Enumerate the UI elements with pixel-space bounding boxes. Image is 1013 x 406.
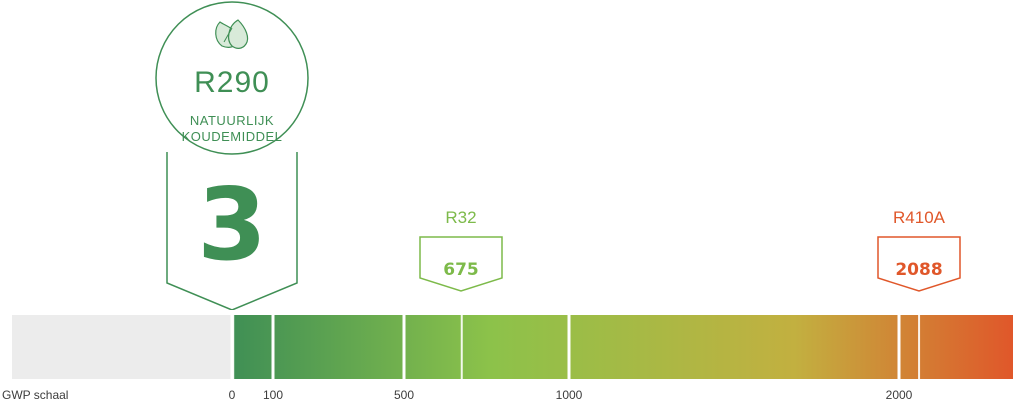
- leaf-icon: [215, 19, 249, 49]
- scale-axis-title: GWP schaal: [2, 388, 69, 402]
- r410a-title: R410A: [893, 208, 945, 227]
- r32-title: R32: [445, 208, 477, 227]
- tick-label-0: 0: [228, 388, 236, 402]
- tick-label-2000: 2000: [885, 388, 913, 402]
- scale-tick-2000: [897, 315, 901, 379]
- r290-subtitle-line1: NATUURLIJK: [189, 113, 275, 128]
- r290-badge: R290 NATUURLIJK KOUDEMIDDEL 3: [154, 0, 310, 310]
- r290-subtitle-line2: KOUDEMIDDEL: [181, 129, 283, 144]
- scale-tick-1000: [567, 315, 571, 379]
- scale-bar-neutral-zone: [12, 315, 232, 379]
- r290-badge-outline: [155, 1, 309, 310]
- r290-value: 3: [197, 166, 267, 283]
- scale-tick-500: [402, 315, 406, 379]
- marker-line-r32: [460, 315, 463, 379]
- r32-marker-outline: [419, 236, 503, 292]
- scale-bar-gradient: [232, 315, 1013, 379]
- tick-label-500: 500: [393, 388, 415, 402]
- r32-value: 675: [443, 260, 479, 280]
- marker-line-r410a: [918, 315, 921, 379]
- tick-label-1000: 1000: [555, 388, 583, 402]
- tick-label-100: 100: [262, 388, 284, 402]
- scale-tick-0: [230, 315, 234, 379]
- scale-tick-100: [271, 315, 275, 379]
- r410a-value: 2088: [895, 260, 943, 280]
- marker-line-r290: [232, 315, 235, 379]
- r410a-marker-outline: [877, 236, 961, 292]
- r290-name: R290: [194, 66, 270, 99]
